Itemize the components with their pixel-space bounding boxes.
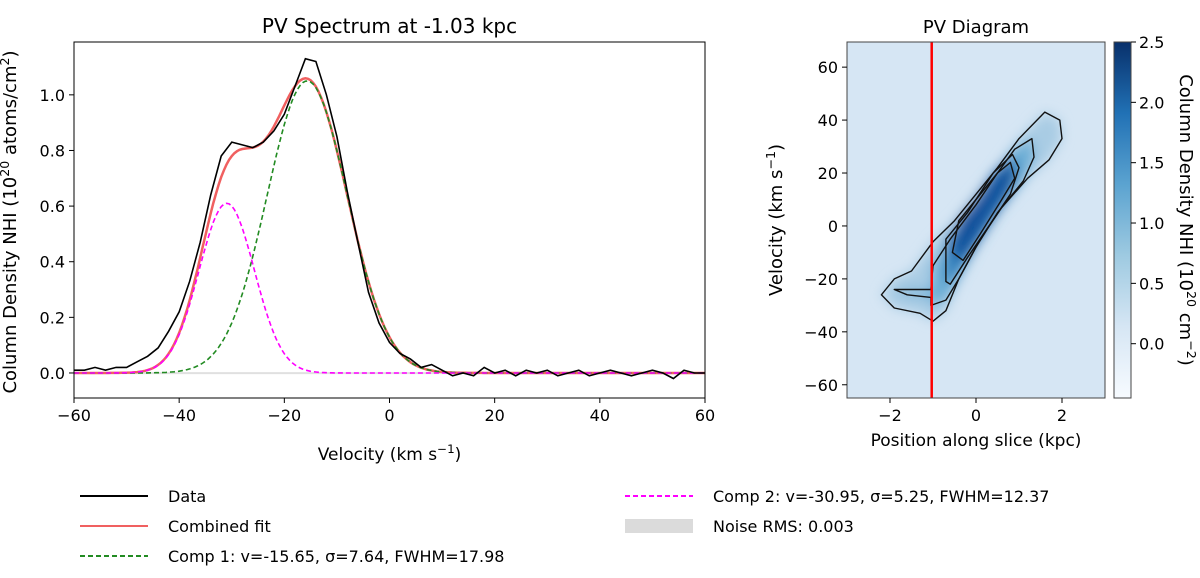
legend-noise: Noise RMS: 0.003: [625, 517, 854, 536]
colorbar-label: Column Density NHI (1020 cm−2): [1175, 74, 1200, 366]
x-tick-label: 0: [384, 406, 394, 425]
y-tick-label: −60: [804, 376, 838, 395]
x-tick-label: 40: [590, 406, 610, 425]
legend-label: Comp 1: v=-15.65, σ=7.64, FWHM=17.98: [168, 547, 504, 566]
x-tick-label: −20: [267, 406, 301, 425]
colorbar-tick-label: 1.5: [1139, 154, 1164, 173]
plot-area: [74, 57, 705, 380]
spectrum-plot: −60 −40 −20 0 20 40 60 0.0 0.2 0.4 0.6 0.8 1.0 PV Spe…: [0, 14, 715, 465]
colorbar-tick-label: 2.5: [1139, 33, 1164, 52]
x-axis-label: Velocity (km s−1): [318, 442, 462, 465]
x-tick-label: −40: [162, 406, 196, 425]
y-tick-label: 20: [818, 164, 838, 183]
x-tick-label: 0: [971, 406, 981, 425]
contour-4: [951, 161, 1016, 262]
x-tick-label: −2: [878, 406, 902, 425]
contour-3: [945, 153, 1020, 285]
data-line: [74, 57, 705, 380]
heatmap-area: [847, 42, 1105, 398]
component-1-line: [74, 80, 705, 374]
x-tick-label: −60: [57, 406, 91, 425]
combined-fit-line: [74, 77, 705, 375]
chart-title: PV Spectrum at -1.03 kpc: [262, 14, 517, 38]
x-tick-label: 60: [695, 406, 715, 425]
intensity-region: [952, 162, 1015, 261]
chart-title: PV Diagram: [923, 17, 1029, 38]
y-axis-label: Velocity (km s−1): [763, 144, 788, 296]
legend-label: Noise RMS: 0.003: [713, 517, 854, 536]
legend-label: Data: [168, 487, 206, 506]
y-tick-label: 0.6: [40, 197, 65, 216]
component-2-line: [74, 202, 705, 374]
legend-data: Data: [80, 487, 206, 506]
x-tick-label: 2: [1057, 406, 1067, 425]
y-tick-label: 0: [828, 217, 838, 236]
colorbar-tick-label: 2.0: [1139, 93, 1164, 112]
y-axis-label: Column Density NHI (1020 atoms/cm2): [0, 50, 21, 393]
legend-swatch: [625, 519, 693, 533]
y-tick-label: 0.8: [40, 141, 65, 160]
x-axis-label: Position along slice (kpc): [871, 431, 1082, 451]
y-tick-label: 0.0: [40, 364, 65, 383]
colorbar-tick-label: 0.0: [1139, 335, 1164, 354]
colorbar: [1113, 41, 1132, 399]
y-tick-label: 0.2: [40, 308, 65, 327]
legend: Data Combined fit Comp 1: v=-15.65, σ=7.64…: [80, 487, 1049, 566]
colorbar-tick-label: 0.5: [1139, 274, 1164, 293]
y-tick-label: −20: [804, 270, 838, 289]
colorbar-tick-label: 1.0: [1139, 214, 1164, 233]
legend-label: Comp 2: v=-30.95, σ=5.25, FWHM=12.37: [713, 487, 1049, 506]
legend-combined-fit: Combined fit: [80, 517, 271, 536]
legend-label: Combined fit: [168, 517, 271, 536]
y-tick-label: 1.0: [40, 86, 65, 105]
contour-1: [880, 111, 1063, 322]
y-tick-label: −40: [804, 323, 838, 342]
y-tick-label: 0.4: [40, 253, 65, 272]
legend-comp-1: Comp 1: v=-15.65, σ=7.64, FWHM=17.98: [80, 547, 504, 566]
y-tick-label: 40: [818, 111, 838, 130]
x-tick-label: 20: [484, 406, 504, 425]
axes-frame: [73, 41, 706, 399]
legend-comp-2: Comp 2: v=-30.95, σ=5.25, FWHM=12.37: [625, 487, 1049, 506]
y-tick-label: 60: [818, 58, 838, 77]
